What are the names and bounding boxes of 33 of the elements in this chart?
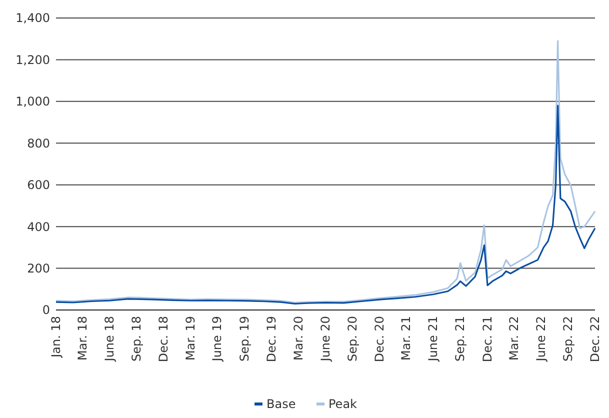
y-tick-label: 200	[27, 261, 50, 276]
y-tick-label: 400	[27, 220, 50, 234]
y-tick-label: 1,000	[16, 94, 50, 109]
legend-label: Base	[266, 397, 296, 412]
legend-label: Peak	[328, 397, 358, 412]
x-tick-label: Dec. 21	[480, 316, 494, 362]
x-tick-label: Sep. 20	[345, 316, 360, 362]
x-tick-label: Sep. 18	[130, 316, 144, 362]
y-tick-label: 1,200	[16, 52, 50, 67]
y-tick-label: 800	[27, 136, 50, 150]
x-tick-label: Sep. 19	[237, 316, 252, 362]
x-tick-label: June 22	[534, 316, 548, 362]
x-tick-label: Mar. 20	[291, 316, 306, 360]
x-tick-label: June 21	[426, 316, 440, 362]
x-tick-label: Dec. 22	[588, 316, 602, 362]
x-tick-label: June 20	[318, 316, 332, 362]
x-tick-label: Dec. 20	[372, 316, 387, 362]
x-tick-label: Mar. 19	[183, 316, 198, 360]
line-series	[55, 40, 596, 304]
x-tick-label: Dec. 19	[264, 316, 279, 362]
x-tick-label: June 18	[102, 316, 116, 362]
x-tick-label: Mar. 21	[399, 316, 414, 360]
y-tick-label: 600	[27, 178, 50, 192]
x-tick-label: June 19	[210, 316, 224, 362]
y-tick-label: 0	[42, 303, 50, 318]
x-tick-label: Sep. 21	[453, 316, 468, 362]
x-tick-label: Dec. 18	[156, 316, 171, 362]
x-tick-label: Mar. 18	[75, 316, 90, 360]
x-tick-label: Mar. 22	[506, 316, 521, 360]
line-series	[55, 104, 596, 305]
y-tick-label: 1,400	[16, 11, 50, 26]
x-tick-label: Jan. 18	[49, 316, 64, 358]
x-tick-label: Sep. 22	[561, 316, 576, 362]
